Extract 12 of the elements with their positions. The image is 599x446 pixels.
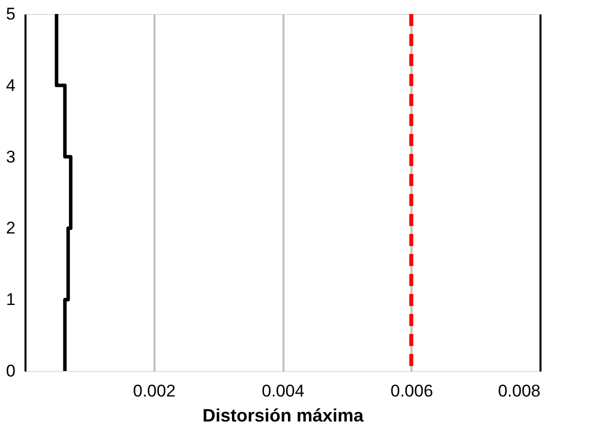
x-tick-label: 0.004 [262, 382, 304, 400]
x-tick-label: 0.002 [132, 382, 176, 400]
x-tick-label: 0.008 [498, 382, 540, 400]
y-tick-label: 5 [6, 4, 16, 24]
y-tick-label: 4 [6, 76, 16, 95]
y-tick-label: 1 [6, 290, 16, 310]
x-axis-title: Distorsión máxima [202, 406, 365, 426]
y-tick-label: 2 [6, 218, 16, 238]
line-series [54, 12, 72, 373]
y-tick-label: 0 [6, 362, 16, 380]
y-tick-label: 3 [6, 147, 16, 166]
x-tick-label: 0.006 [390, 382, 434, 400]
